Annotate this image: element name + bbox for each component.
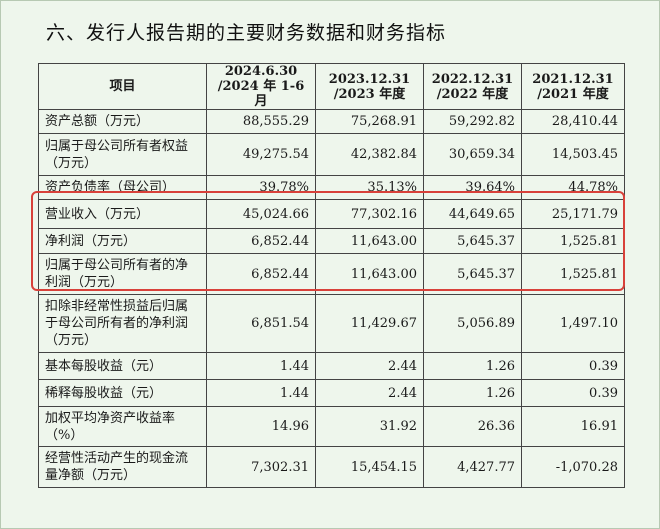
row-label: 扣除非经常性损益后归属于母公司所有者的净利润（万元） <box>38 294 207 353</box>
cell-value: 39.78% <box>206 175 316 200</box>
cell-value: 2.44 <box>315 379 424 407</box>
header-2023: 2023.12.31 /2023 年度 <box>315 63 424 110</box>
header-2024-period: /2024 年 1-6 月 <box>217 79 305 109</box>
table-row: 营业收入（万元） 45,024.66 77,302.16 44,649.65 2… <box>38 199 625 229</box>
row-label: 稀释每股收益（元） <box>38 379 207 407</box>
cell-value: 30,659.34 <box>423 133 522 176</box>
header-2022-date: 2022.12.31 <box>431 71 514 87</box>
cell-value: 42,382.84 <box>315 133 424 176</box>
cell-value: 77,302.16 <box>315 199 424 229</box>
cell-value: 1.44 <box>206 352 316 380</box>
cell-value: 11,643.00 <box>315 228 424 254</box>
table-row: 资产总额（万元） 88,555.29 75,268.91 59,292.82 2… <box>38 109 625 134</box>
cell-value: 5,645.37 <box>423 253 522 295</box>
header-2024-date: 2024.6.30 <box>224 64 298 79</box>
cell-value: 25,171.79 <box>521 199 625 229</box>
header-2023-period: /2023 年度 <box>333 86 406 102</box>
row-label: 归属于母公司所有者的净利润（万元） <box>38 253 207 295</box>
header-2021-period: /2021 年度 <box>537 86 609 102</box>
cell-value: 75,268.91 <box>315 109 424 134</box>
cell-value: 5,056.89 <box>423 294 522 353</box>
table-header-row: 项目 2024.6.30 /2024 年 1-6 月 2023.12.31 /2… <box>38 63 625 110</box>
cell-value: 4,427.77 <box>423 446 522 488</box>
cell-value: 1,525.81 <box>521 253 625 295</box>
cell-value: 11,429.67 <box>315 294 424 353</box>
cell-value: 7,302.31 <box>206 446 316 488</box>
cell-value: 88,555.29 <box>206 109 316 134</box>
cell-value: 6,851.54 <box>206 294 316 353</box>
cell-value: 1,525.81 <box>521 228 625 254</box>
row-label: 归属于母公司所有者权益（万元） <box>38 133 207 176</box>
cell-value: 45,024.66 <box>206 199 316 229</box>
row-label: 资产负债率（母公司） <box>38 175 207 200</box>
row-label: 基本每股收益（元） <box>38 352 207 380</box>
cell-value: 11,643.00 <box>315 253 424 295</box>
table-row: 净利润（万元） 6,852.44 11,643.00 5,645.37 1,52… <box>38 228 625 254</box>
header-2021: 2021.12.31 /2021 年度 <box>521 63 625 110</box>
header-item: 项目 <box>38 63 207 110</box>
header-2023-date: 2023.12.31 <box>328 71 411 87</box>
table-row: 归属于母公司所有者的净利润（万元） 6,852.44 11,643.00 5,6… <box>38 253 625 295</box>
cell-value: 2.44 <box>315 352 424 380</box>
cell-value: 15,454.15 <box>315 446 424 488</box>
cell-value: 6,852.44 <box>206 253 316 295</box>
cell-value: 26.36 <box>423 406 522 447</box>
row-label: 净利润（万元） <box>38 228 207 254</box>
cell-value: 44,649.65 <box>423 199 522 229</box>
row-label: 营业收入（万元） <box>38 199 207 229</box>
table-row: 资产负债率（母公司） 39.78% 35.13% 39.64% 44.78% <box>38 175 625 200</box>
cell-value: 1.26 <box>423 352 522 380</box>
header-2022-period: /2022 年度 <box>436 86 509 102</box>
row-label: 经营性活动产生的现金流量净额（万元） <box>38 446 207 488</box>
table-row: 经营性活动产生的现金流量净额（万元） 7,302.31 15,454.15 4,… <box>38 446 625 488</box>
cell-value: 16.91 <box>521 406 625 447</box>
cell-value: 28,410.44 <box>521 109 625 134</box>
cell-value: 35.13% <box>315 175 424 200</box>
cell-value: 14,503.45 <box>521 133 625 176</box>
cell-value: 0.39 <box>521 379 625 407</box>
cell-value: 0.39 <box>521 352 625 380</box>
cell-value: 59,292.82 <box>423 109 522 134</box>
table-row: 归属于母公司所有者权益（万元） 49,275.54 42,382.84 30,6… <box>38 133 625 176</box>
cell-value: 1,497.10 <box>521 294 625 353</box>
header-2024: 2024.6.30 /2024 年 1-6 月 <box>206 63 316 110</box>
cell-value: 49,275.54 <box>206 133 316 176</box>
cell-value: 1.44 <box>206 379 316 407</box>
cell-value: 6,852.44 <box>206 228 316 254</box>
row-label: 资产总额（万元） <box>38 109 207 134</box>
table-row: 稀释每股收益（元） 1.44 2.44 1.26 0.39 <box>38 379 625 407</box>
table-row: 基本每股收益（元） 1.44 2.44 1.26 0.39 <box>38 352 625 380</box>
cell-value: 1.26 <box>423 379 522 407</box>
cell-value: 14.96 <box>206 406 316 447</box>
financial-data-table: 项目 2024.6.30 /2024 年 1-6 月 2023.12.31 /2… <box>38 63 625 488</box>
table-row: 扣除非经常性损益后归属于母公司所有者的净利润（万元） 6,851.54 11,4… <box>38 294 625 353</box>
cell-value: 39.64% <box>423 175 522 200</box>
header-2022: 2022.12.31 /2022 年度 <box>423 63 522 110</box>
table-row: 加权平均净资产收益率（%） 14.96 31.92 26.36 16.91 <box>38 406 625 447</box>
cell-value: 31.92 <box>315 406 424 447</box>
section-heading: 六、发行人报告期的主要财务数据和财务指标 <box>46 22 447 44</box>
cell-value: -1,070.28 <box>521 446 625 488</box>
cell-value: 5,645.37 <box>423 228 522 254</box>
cell-value: 44.78% <box>521 175 625 200</box>
row-label: 加权平均净资产收益率（%） <box>38 406 207 447</box>
header-2021-date: 2021.12.31 <box>532 71 614 87</box>
